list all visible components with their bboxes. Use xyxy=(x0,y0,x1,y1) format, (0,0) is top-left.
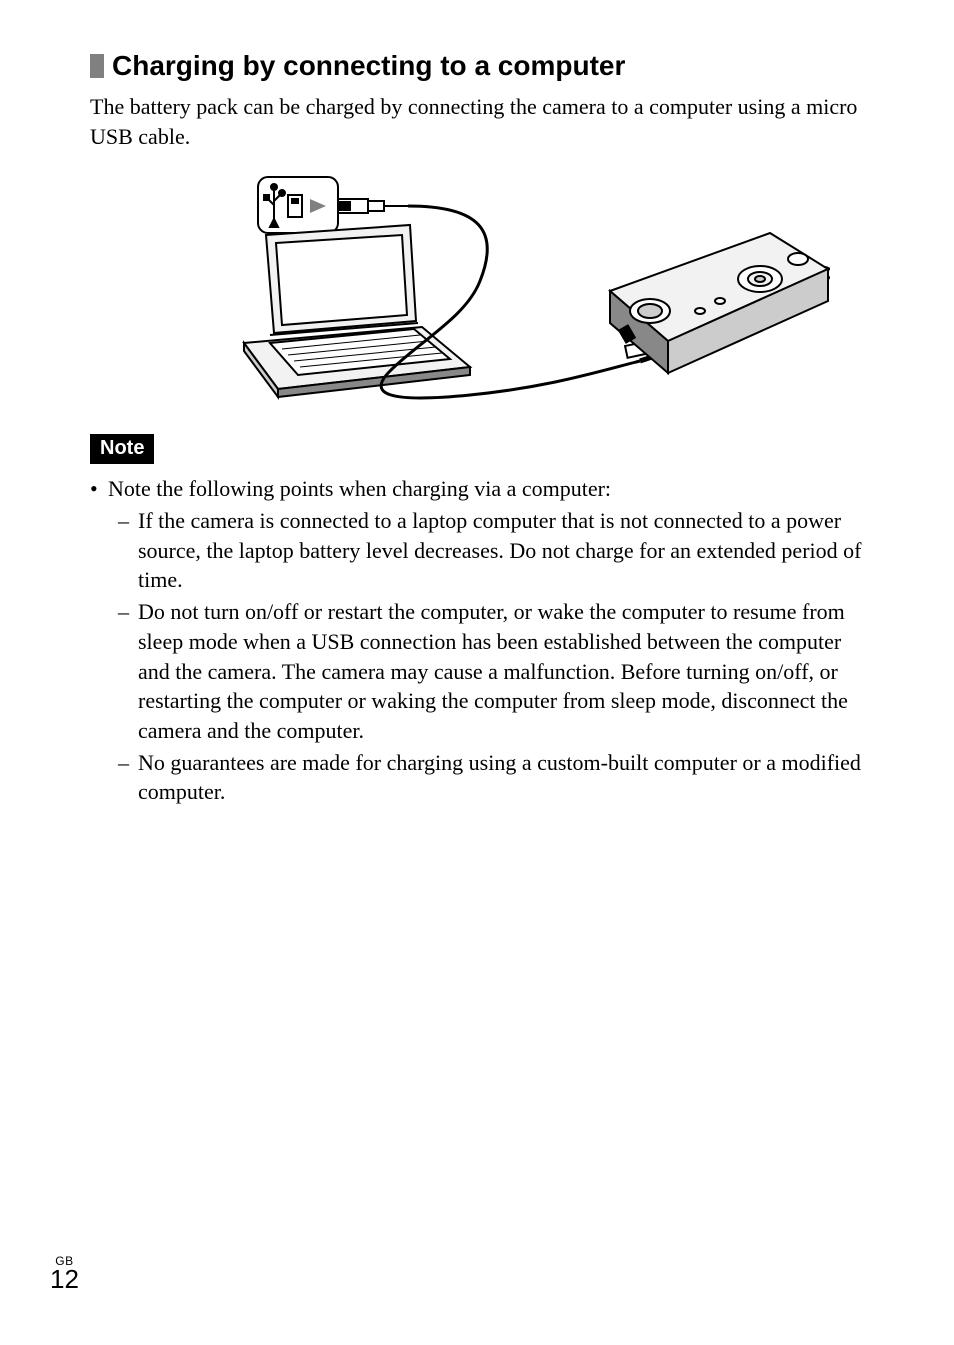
sub-note-item: No guarantees are made for charging usin… xyxy=(118,748,874,807)
sub-note-text: No guarantees are made for charging usin… xyxy=(138,750,861,805)
sub-note-item: Do not turn on/off or restart the comput… xyxy=(118,597,874,745)
intro-paragraph: The battery pack can be charged by conne… xyxy=(90,92,874,151)
note-item: Note the following points when charging … xyxy=(90,474,874,807)
sub-note-text: Do not turn on/off or restart the comput… xyxy=(138,599,848,743)
sub-note-text: If the camera is connected to a laptop c… xyxy=(138,508,861,592)
usb-plug-icon xyxy=(338,199,408,213)
heading-text: Charging by connecting to a computer xyxy=(112,50,625,82)
note-intro-text: Note the following points when charging … xyxy=(108,476,611,501)
page-footer: GB 12 xyxy=(50,1254,79,1295)
sub-notes-list: If the camera is connected to a laptop c… xyxy=(118,506,874,807)
connection-diagram xyxy=(170,171,830,411)
camera-icon xyxy=(610,233,830,373)
section-heading: Charging by connecting to a computer xyxy=(90,50,874,82)
notes-list: Note the following points when charging … xyxy=(90,474,874,807)
sub-note-item: If the camera is connected to a laptop c… xyxy=(118,506,874,595)
footer-page-number: 12 xyxy=(50,1264,79,1295)
heading-bullet-icon xyxy=(90,54,104,78)
manual-page: Charging by connecting to a computer The… xyxy=(0,0,954,1345)
laptop-icon xyxy=(244,225,470,397)
note-badge: Note xyxy=(90,434,154,464)
